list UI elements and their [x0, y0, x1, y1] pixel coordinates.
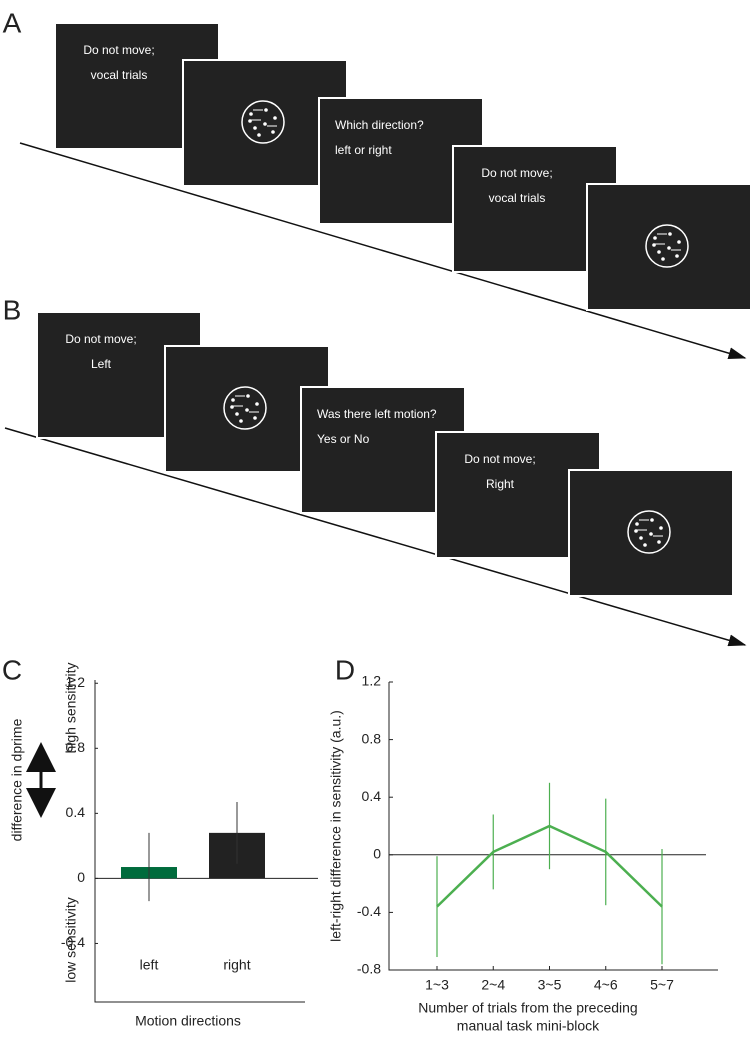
x-tick-label: left [140, 957, 159, 973]
dot [635, 522, 639, 526]
dot [657, 540, 661, 544]
x-tick-label: 1~3 [425, 977, 449, 993]
x-axis-label: Number of trials from the preceding [418, 1000, 637, 1016]
dot [273, 116, 277, 120]
dot [271, 130, 275, 134]
y-axis-label: difference in dprime [9, 718, 25, 841]
y-tick-label: 0 [77, 869, 85, 885]
motion-arrows [233, 395, 259, 413]
dot [639, 536, 643, 540]
dot [231, 398, 235, 402]
screen-text: Left [91, 357, 112, 371]
y-axis-label: left-right difference in sensitivity (a.… [328, 710, 344, 942]
dot [659, 526, 663, 530]
screen [586, 183, 752, 311]
dot [675, 254, 679, 258]
x-axis-label: Motion directions [135, 1013, 241, 1029]
screen-text: Do not move; [65, 332, 136, 346]
dot [652, 243, 656, 247]
dot [667, 246, 671, 250]
screen-text: Which direction? [335, 118, 424, 132]
y-tick-label: -0.4 [357, 903, 381, 919]
y-tick-label: 1.2 [362, 673, 382, 689]
dot [255, 402, 259, 406]
dot [263, 122, 267, 126]
dot [661, 257, 665, 261]
panel-label: D [335, 654, 355, 685]
stimulus-aperture [627, 510, 671, 554]
dot [643, 543, 647, 547]
panel-label: C [2, 654, 22, 685]
x-tick-label: right [223, 957, 250, 973]
screen-text: vocal trials [91, 68, 148, 82]
panel-label: B [3, 294, 22, 325]
dot [649, 532, 653, 536]
y-tick-label: -0.8 [357, 961, 381, 977]
screen-text: Do not move; [481, 166, 552, 180]
y-tick-label: 1.2 [66, 674, 86, 690]
x-axis-label: manual task mini-block [457, 1018, 600, 1034]
axis [388, 682, 718, 971]
line [436, 824, 663, 908]
screen [568, 469, 734, 597]
stimulus-aperture [645, 224, 689, 268]
dot [248, 119, 252, 123]
timeline-arrow [4, 427, 747, 647]
dot [668, 232, 672, 236]
dot [253, 126, 257, 130]
dot [239, 419, 243, 423]
screen-text: Do not move; [464, 452, 535, 466]
axis [94, 680, 305, 1003]
panel-label: A [3, 7, 22, 38]
screen-text: vocal trials [489, 191, 546, 205]
dot [650, 518, 654, 522]
screen-text: left or right [335, 143, 392, 157]
timeline-arrow [19, 142, 747, 360]
dot [249, 112, 253, 116]
stimulus-aperture [241, 100, 285, 144]
dot [634, 529, 638, 533]
motion-arrows [655, 233, 681, 251]
annotation: low sensitivity [63, 897, 79, 983]
dot [257, 133, 261, 137]
y-tick-label: 0 [373, 846, 381, 862]
annotation: high sensitivity [63, 662, 79, 753]
dot [230, 405, 234, 409]
y-tick-label: -0.4 [61, 934, 85, 950]
motion-arrows [637, 519, 663, 537]
y-tick-label: 0.4 [66, 804, 86, 820]
dot [677, 240, 681, 244]
dot [253, 416, 257, 420]
x-tick-label: 5~7 [650, 977, 674, 993]
screen-text: Was there left motion? [317, 407, 437, 421]
dot [245, 408, 249, 412]
dot [235, 412, 239, 416]
screen-text: Do not move; [83, 43, 154, 57]
x-tick-label: 4~6 [594, 977, 618, 993]
dot [657, 250, 661, 254]
dot [264, 108, 268, 112]
y-tick-label: 0.4 [362, 788, 382, 804]
y-tick-label: 0.8 [66, 739, 86, 755]
dot [653, 236, 657, 240]
dot [246, 394, 250, 398]
x-tick-label: 2~4 [481, 977, 505, 993]
screen-text: Yes or No [317, 432, 370, 446]
motion-arrows [251, 109, 277, 127]
screen-text: Right [486, 477, 515, 491]
x-tick-label: 3~5 [538, 977, 562, 993]
stimulus-aperture [223, 386, 267, 430]
y-tick-label: 0.8 [362, 730, 382, 746]
